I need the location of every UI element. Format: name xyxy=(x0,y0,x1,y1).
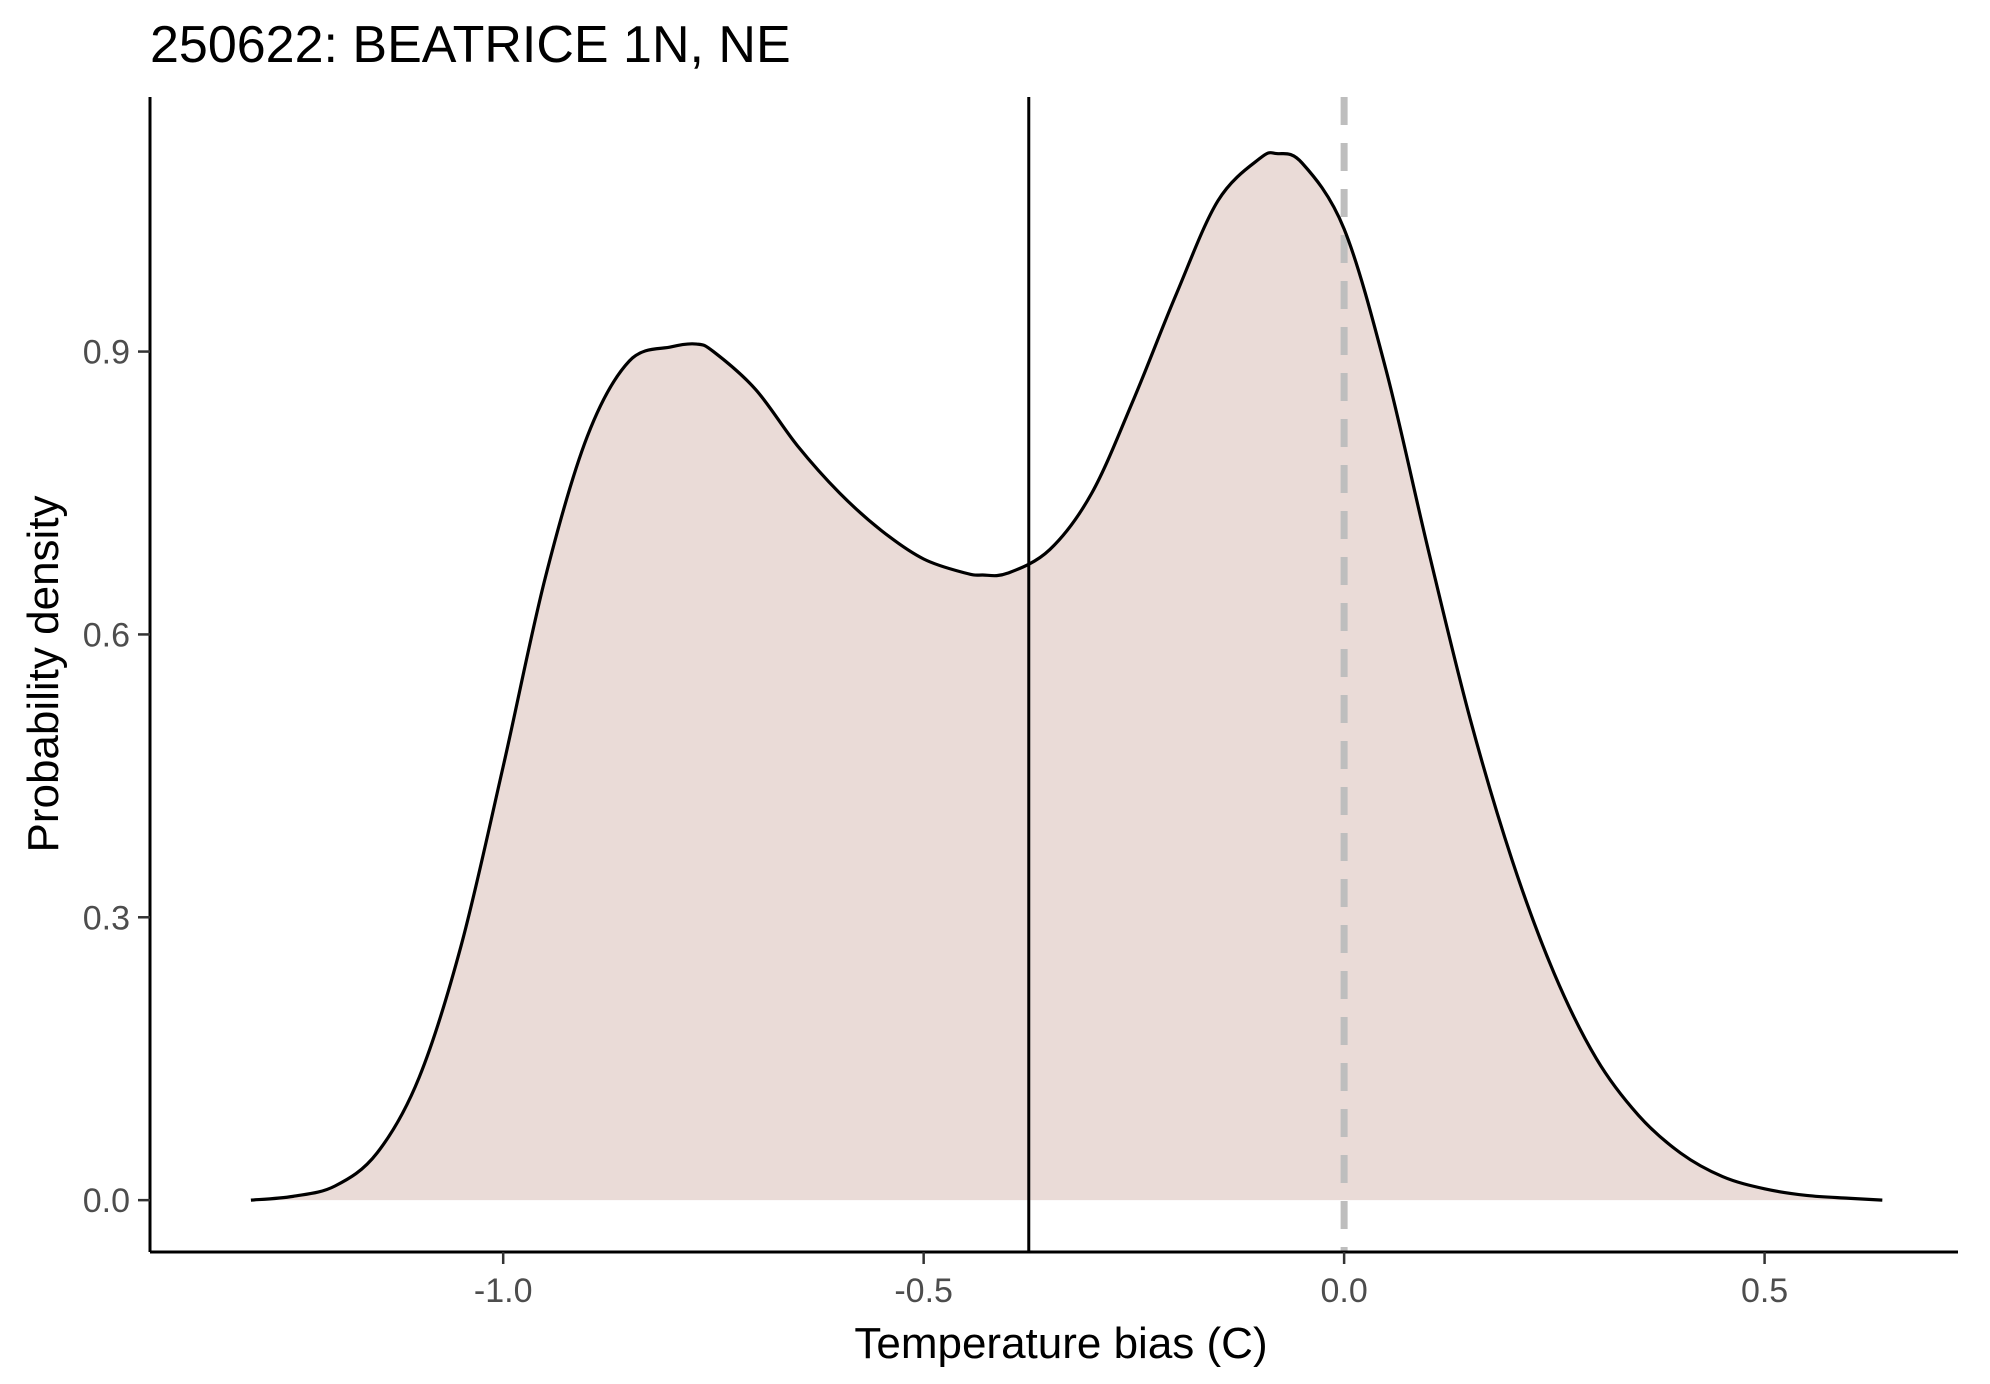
x-tick-label: 0.0 xyxy=(1320,1272,1367,1310)
plot-area xyxy=(250,97,1883,1252)
tick-labels: -1.0 -0.5 0.0 0.5 0.0 0.3 0.6 0.9 xyxy=(83,334,1788,1310)
x-tick-label: -1.0 xyxy=(474,1272,533,1310)
density-area xyxy=(250,152,1883,1201)
y-tick-label: 0.3 xyxy=(83,899,130,937)
y-axis-title: Probability density xyxy=(19,495,68,852)
x-axis-title: Temperature bias (C) xyxy=(854,1319,1267,1368)
y-tick-label: 0.9 xyxy=(83,334,130,372)
chart-title: 250622: BEATRICE 1N, NE xyxy=(150,16,791,74)
y-tick-label: 0.6 xyxy=(83,616,130,654)
axes xyxy=(148,97,1958,1254)
x-tick-label: 0.5 xyxy=(1741,1272,1788,1310)
x-tick-label: -0.5 xyxy=(894,1272,953,1310)
y-tick-label: 0.0 xyxy=(83,1182,130,1220)
density-line xyxy=(250,151,1883,1202)
